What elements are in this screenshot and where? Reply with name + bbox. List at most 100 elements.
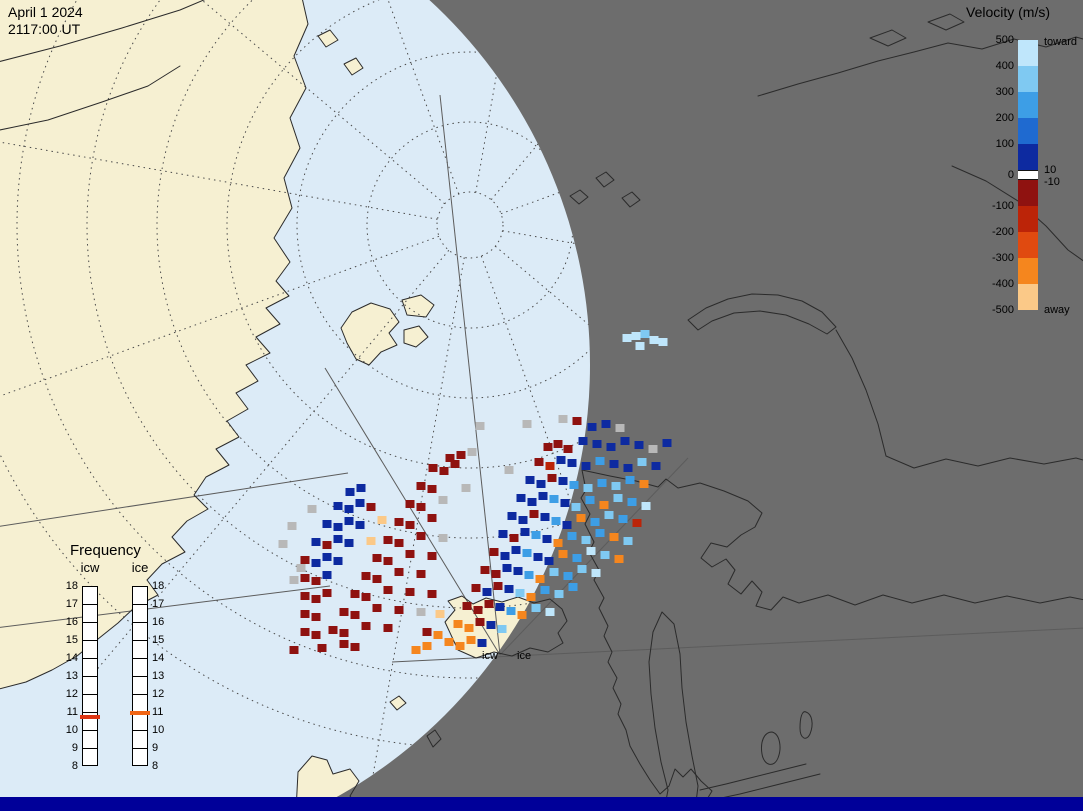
velocity-cell (601, 420, 611, 428)
velocity-cell (572, 554, 582, 562)
velocity-cell (361, 593, 371, 601)
frequency-scale-number: 8 (71, 760, 78, 772)
velocity-cell (595, 529, 605, 537)
strait-coastline (0, 0, 206, 62)
graticule-meridian (480, 255, 676, 789)
velocity-cell (489, 548, 499, 556)
velocity-cell (498, 530, 508, 538)
velocity-cell (558, 550, 568, 558)
velocity-cell (651, 462, 661, 470)
velocity-cell (344, 505, 354, 513)
scandinavia-north-coastline (581, 469, 1083, 611)
time-text: 2117:00 UT (8, 21, 81, 37)
frequency-rung (82, 658, 98, 659)
velocity-cell (538, 492, 548, 500)
velocity-cell (328, 626, 338, 634)
velocity-cell (300, 592, 310, 600)
velocity-cell (427, 590, 437, 598)
frequency-scale-number: 12 (152, 688, 165, 700)
siberia-north-coastline (757, 36, 1083, 97)
velocity-cell (289, 576, 299, 584)
velocity-cell (576, 514, 586, 522)
frequency-rung (82, 640, 98, 641)
toward-label: toward (1044, 36, 1078, 48)
frequency-rung (82, 748, 98, 749)
velocity-cell (553, 539, 563, 547)
frequency-column-name-icw: icw (80, 560, 100, 575)
velocity-cell (545, 608, 555, 616)
velocity-cell (611, 482, 621, 490)
velocity-cell (322, 541, 332, 549)
velocity-tick-label: 200 (995, 112, 1014, 124)
velocity-cell (416, 608, 426, 616)
velocity-cell (526, 593, 536, 601)
velocity-cell (445, 454, 455, 462)
velocity-cell (300, 628, 310, 636)
away-label: away (1044, 304, 1070, 316)
velocity-cell (287, 522, 297, 530)
velocity-cell (581, 462, 591, 470)
velocity-tick-label: -500 (991, 304, 1014, 316)
frequency-scale-number: 14 (65, 652, 78, 664)
velocity-cell (383, 586, 393, 594)
frequency-rung (82, 604, 98, 605)
velocity-cell (456, 451, 466, 459)
velocity-cell (549, 568, 559, 576)
frequency-rung (132, 676, 148, 677)
velocity-cell (578, 437, 588, 445)
velocity-band-away (1018, 180, 1038, 206)
velocity-cell (461, 484, 471, 492)
velocity-cell (558, 477, 568, 485)
velocity-cell (372, 604, 382, 612)
velocity-cell (427, 552, 437, 560)
velocity-cell (495, 603, 505, 611)
graticule-meridian (387, 0, 460, 195)
gulf-of-finland-coastline (699, 763, 821, 801)
velocity-cell (531, 531, 541, 539)
velocity-cell (345, 488, 355, 496)
velocity-cell (586, 547, 596, 555)
velocity-cell (377, 516, 387, 524)
frequency-scale-number: 18 (65, 580, 78, 592)
velocity-cell (560, 499, 570, 507)
velocity-cell (405, 500, 415, 508)
velocity-cell (473, 606, 483, 614)
velocity-cell (339, 640, 349, 648)
velocity-cell (427, 485, 437, 493)
velocity-cell (278, 540, 288, 548)
velocity-cell (467, 448, 477, 456)
velocity-pos10-label: 10 (1044, 164, 1057, 176)
frequency-column-name-ice: ice (131, 560, 149, 575)
velocity-cell (535, 575, 545, 583)
velocity-cell (344, 517, 354, 525)
velocity-cell (322, 589, 332, 597)
frequency-rung (132, 748, 148, 749)
velocity-cell (527, 498, 537, 506)
velocity-cell (609, 533, 619, 541)
velocity-cell (590, 518, 600, 526)
velocity-cell (296, 564, 306, 572)
frequency-rung (132, 622, 148, 623)
velocity-cell (471, 584, 481, 592)
velocity-cell (572, 417, 582, 425)
velocity-tick-label: 400 (995, 60, 1014, 72)
velocity-cell (484, 600, 494, 608)
velocity-cell (640, 330, 650, 338)
velocity-cell (658, 338, 668, 346)
graticule-meridian (0, 235, 440, 397)
velocity-cell (416, 482, 426, 490)
velocity-tick-label: 100 (995, 138, 1014, 150)
velocity-cell (553, 440, 563, 448)
lake-ladoga-outline (761, 731, 781, 765)
velocity-cell (551, 517, 561, 525)
velocity-cell (300, 556, 310, 564)
velocity-cell (516, 494, 526, 502)
velocity-cell (506, 607, 516, 615)
frequency-rung (82, 622, 98, 623)
frequency-scale-number: 18 (152, 580, 165, 592)
velocity-cell (453, 620, 463, 628)
frequency-scale-number: 16 (152, 616, 165, 628)
